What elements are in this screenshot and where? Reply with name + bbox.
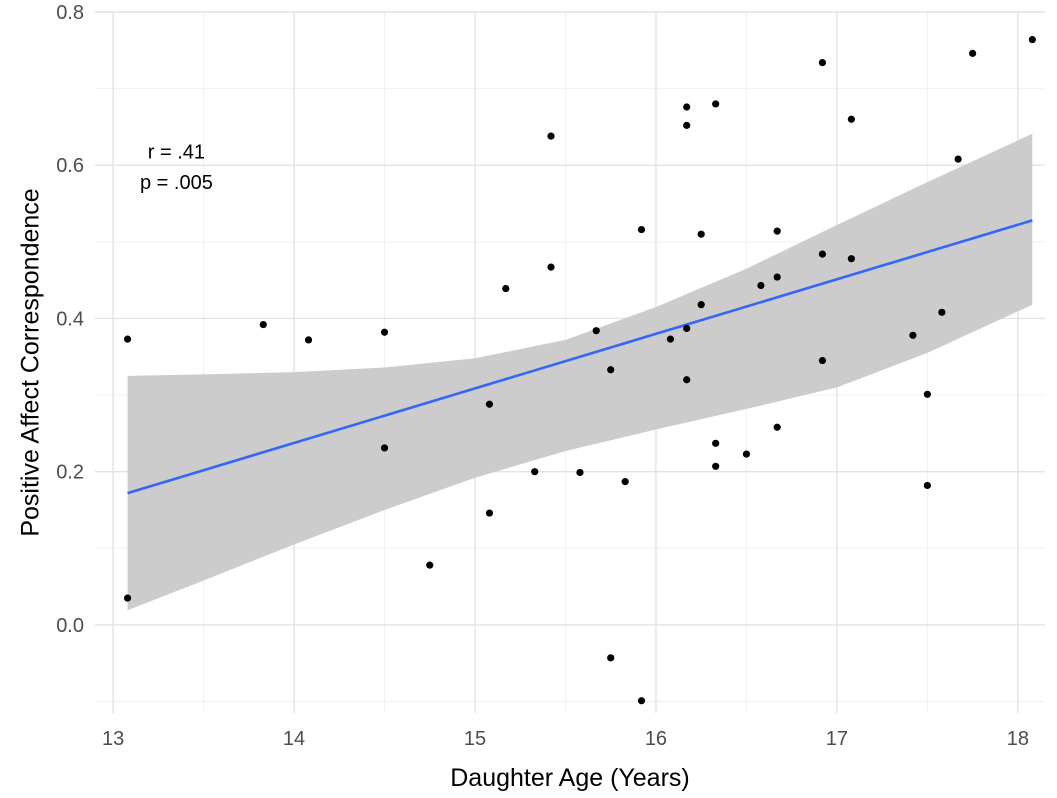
y-tick-label: 0.4 [56, 308, 84, 330]
data-point [607, 366, 615, 374]
data-point [697, 230, 705, 238]
data-point [621, 478, 629, 486]
data-point [607, 654, 615, 662]
y-tick-label: 0.0 [56, 615, 84, 637]
data-point [742, 450, 751, 458]
y-tick-label: 0.6 [56, 155, 84, 177]
p-value-annotation: p = .005 [140, 172, 213, 194]
data-point [954, 155, 962, 163]
data-point [697, 301, 705, 309]
data-point [773, 273, 781, 281]
x-tick-label: 18 [1007, 728, 1029, 750]
data-point [123, 594, 132, 602]
data-point [683, 103, 691, 111]
data-point [757, 281, 765, 290]
data-point [969, 49, 977, 57]
data-point [485, 400, 494, 408]
data-point [683, 324, 691, 333]
data-point [818, 356, 827, 365]
data-point [123, 335, 132, 343]
y-tick-labels: 0.0 0.2 0.4 0.6 0.8 [56, 2, 84, 637]
data-point [380, 328, 389, 336]
data-point [909, 331, 917, 339]
data-point [592, 327, 600, 335]
data-point [847, 115, 855, 123]
data-point [773, 227, 781, 235]
data-point [576, 468, 584, 477]
data-point [923, 481, 931, 490]
data-point [259, 320, 267, 329]
data-point [547, 263, 555, 271]
data-points [123, 35, 1036, 705]
data-point [637, 225, 646, 234]
data-point [502, 284, 510, 293]
y-tick-label: 0.2 [56, 462, 84, 484]
data-point [683, 376, 691, 384]
data-point [773, 423, 781, 431]
data-point [426, 561, 434, 569]
x-tick-label: 14 [283, 728, 305, 750]
data-point [683, 121, 691, 129]
y-tick-label: 0.8 [56, 2, 84, 24]
data-point [818, 250, 827, 258]
x-tick-label: 16 [645, 728, 667, 750]
data-point [923, 390, 931, 398]
x-axis-title: Daughter Age (Years) [450, 764, 690, 792]
x-tick-labels: 13 14 15 16 17 18 [102, 728, 1029, 750]
data-point [485, 509, 494, 517]
data-point [637, 697, 646, 705]
y-axis-title: Positive Affect Correspondence [17, 188, 45, 536]
data-point [712, 462, 720, 470]
correlation-annotation: r = .41 [148, 141, 205, 163]
data-point [847, 255, 855, 263]
data-point [938, 308, 946, 316]
x-tick-label: 15 [464, 728, 486, 750]
data-point [712, 100, 720, 108]
confidence-band [127, 133, 1033, 611]
data-point [712, 439, 720, 447]
regression-line [127, 219, 1033, 495]
x-tick-label: 17 [826, 728, 848, 750]
data-point [666, 335, 675, 343]
data-point [1028, 35, 1036, 44]
data-point [304, 336, 313, 344]
data-point [531, 468, 539, 476]
data-point [380, 444, 389, 452]
data-point [547, 132, 555, 140]
data-point [818, 58, 827, 67]
x-tick-label: 13 [102, 728, 124, 750]
